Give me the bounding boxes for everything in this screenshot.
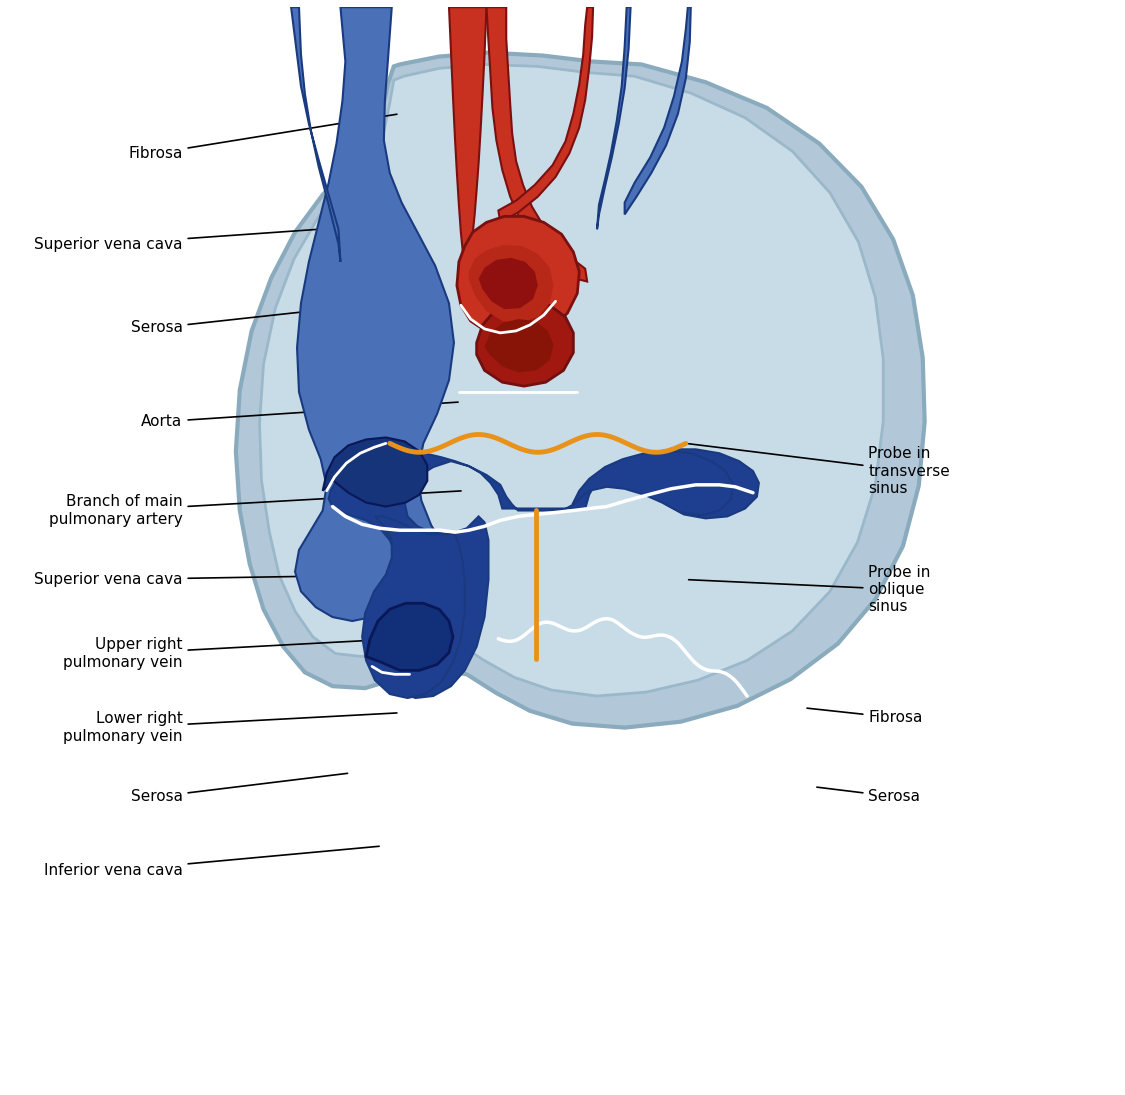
Text: Superior vena cava: Superior vena cava	[34, 224, 387, 252]
Polygon shape	[486, 8, 587, 281]
Polygon shape	[573, 451, 734, 516]
Text: Upper right
pulmonary vein: Upper right pulmonary vein	[63, 637, 397, 670]
Polygon shape	[366, 603, 453, 670]
Polygon shape	[624, 8, 691, 215]
Polygon shape	[469, 245, 554, 323]
Polygon shape	[597, 8, 631, 229]
Polygon shape	[457, 217, 579, 338]
Polygon shape	[449, 8, 486, 281]
Polygon shape	[477, 301, 574, 387]
Polygon shape	[498, 8, 593, 222]
Text: Aorta: Aorta	[142, 402, 458, 429]
Text: Serosa: Serosa	[130, 773, 348, 804]
Text: Branch of main
pulmonary artery: Branch of main pulmonary artery	[48, 491, 461, 527]
Polygon shape	[260, 65, 883, 696]
Text: Lower right
pulmonary vein: Lower right pulmonary vein	[63, 712, 397, 744]
Polygon shape	[485, 319, 554, 372]
Text: Probe in
oblique
sinus: Probe in oblique sinus	[688, 565, 930, 614]
Polygon shape	[295, 8, 454, 637]
Text: Fibrosa: Fibrosa	[807, 708, 922, 725]
Polygon shape	[323, 438, 428, 507]
Polygon shape	[362, 517, 465, 698]
Text: Probe in
transverse
sinus: Probe in transverse sinus	[688, 443, 951, 496]
Text: Serosa: Serosa	[817, 787, 920, 804]
Text: Superior vena cava: Superior vena cava	[34, 572, 348, 587]
Text: Inferior vena cava: Inferior vena cava	[44, 846, 379, 878]
Polygon shape	[328, 449, 759, 698]
Text: Fibrosa: Fibrosa	[128, 114, 397, 161]
Polygon shape	[236, 53, 925, 727]
Polygon shape	[478, 257, 538, 309]
Text: Serosa: Serosa	[130, 303, 379, 335]
Polygon shape	[291, 8, 341, 262]
